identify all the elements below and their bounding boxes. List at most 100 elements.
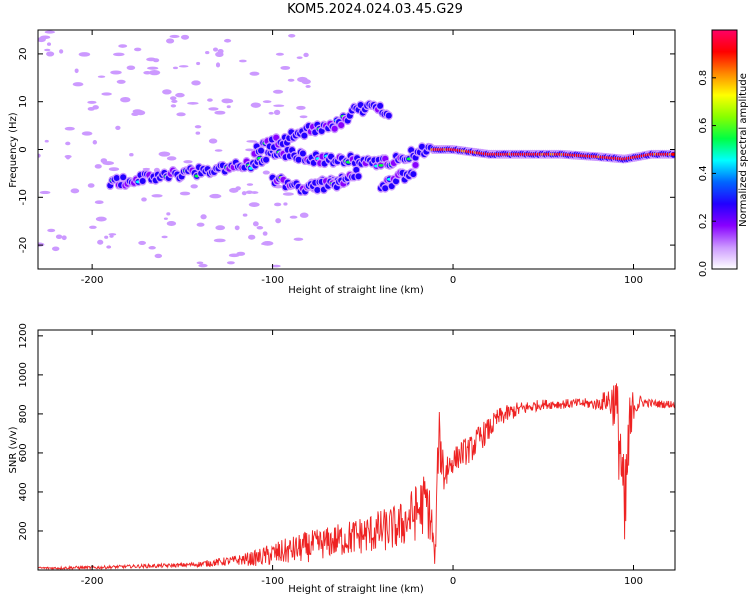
spectrogram-cell — [195, 131, 201, 135]
spectrogram-cell — [78, 52, 91, 57]
spectrogram-cell — [97, 75, 106, 78]
spectrogram-cell — [126, 65, 136, 71]
spectrogram-cell — [44, 48, 51, 52]
spectrogram-cell — [275, 52, 285, 56]
spectrogram-cell — [190, 184, 198, 189]
spectrogram-cell — [112, 52, 125, 57]
spectrogram-cell — [388, 183, 395, 190]
spectrogram-cell — [261, 241, 274, 246]
spectrogram-ytick-label: 0 — [18, 146, 29, 152]
colorbar-scale — [712, 30, 737, 269]
spectrogram-cell — [412, 161, 419, 168]
spectrogram-background — [38, 30, 675, 269]
spectrogram-cell — [385, 112, 392, 119]
spectrogram-cell — [39, 35, 51, 40]
spectrogram-cell — [262, 231, 268, 236]
spectrogram-cell — [215, 225, 226, 231]
spectrogram-cell — [46, 42, 52, 46]
spectrogram-cell — [129, 153, 134, 157]
spectrogram-xtick-label: -100 — [261, 275, 284, 286]
snr-xtick-label: 0 — [450, 576, 456, 587]
snr-series — [38, 383, 675, 570]
spectrogram-cell — [196, 61, 201, 66]
spectrogram-cell — [55, 234, 63, 240]
spectrogram-cell — [113, 175, 120, 182]
spectrogram-cell — [273, 109, 281, 116]
spectrogram-cell — [377, 102, 384, 109]
snr-ytick-label: 400 — [18, 482, 29, 501]
spectrogram-cell — [275, 218, 282, 224]
spectrogram-cell — [154, 253, 163, 259]
spectrogram-ytick-label: -10 — [18, 189, 29, 205]
snr-xtick-label: -200 — [81, 576, 104, 587]
spectrogram-cell — [293, 237, 304, 241]
spectrogram-cell — [301, 132, 308, 139]
snr-frame — [37, 329, 676, 571]
spectrogram-cell — [47, 228, 56, 233]
colorbar-tick-label: 0.8 — [698, 70, 709, 86]
spectrogram-cell — [300, 79, 308, 83]
spectrogram-cell — [180, 34, 190, 40]
spectrogram-cell — [282, 192, 294, 196]
spectrogram-cell — [87, 100, 97, 104]
spectrogram-ytick-label: 10 — [18, 95, 29, 108]
spectrogram-cell — [331, 125, 338, 132]
spectrogram-xlabel: Height of straight line (km) — [288, 285, 424, 296]
spectrogram-cell — [109, 235, 114, 238]
spectrogram-cell — [172, 66, 179, 70]
spectrogram-cell — [163, 217, 168, 220]
spectrogram-cell — [305, 85, 311, 88]
spectrogram-cell — [263, 156, 270, 163]
spectrogram-cell — [246, 183, 254, 186]
spectrogram-cell — [65, 155, 71, 160]
spectrogram-cell — [355, 173, 362, 180]
spectrogram-cell — [223, 38, 232, 43]
spectrogram-cell — [191, 80, 201, 86]
spectrogram-cell — [194, 125, 202, 129]
spectrogram-cell — [147, 66, 159, 70]
spectrogram-cell — [116, 79, 126, 84]
spectrogram-cell — [378, 163, 384, 167]
spectrogram-ytick-label: 20 — [18, 48, 29, 61]
spectrogram-cell — [205, 50, 210, 55]
spectrogram-cell — [187, 102, 199, 105]
spectrogram-cell — [148, 246, 156, 250]
spectrogram-cell — [288, 34, 296, 38]
spectrogram-cell — [141, 197, 147, 202]
spectrogram-cell — [44, 30, 56, 34]
spectrogram-cell — [120, 97, 131, 103]
spectrogram-cell — [208, 138, 218, 144]
spectrogram-cell — [245, 148, 254, 152]
spectrogram-cell — [268, 111, 274, 115]
spectrogram-cell — [226, 261, 235, 265]
spectrogram-cell — [97, 239, 104, 245]
spectrogram-ytick-label: -20 — [18, 237, 29, 253]
spectrogram-cell — [135, 110, 146, 116]
spectrogram-cell — [178, 65, 189, 68]
spectrogram-cell — [101, 92, 112, 96]
spectrogram-cell — [138, 240, 146, 245]
spectrogram-cell — [70, 188, 80, 194]
colorbar-tick-label: 0.0 — [698, 261, 709, 277]
spectrogram-cell — [271, 264, 281, 268]
spectrogram-cell — [209, 193, 222, 199]
spectrogram-cell — [198, 263, 208, 268]
spectrogram-xtick-label: 0 — [450, 275, 456, 286]
spectrogram-cell — [338, 122, 345, 129]
spectrogram-ylabel: Frequency (Hz) — [8, 112, 19, 188]
snr-xtick-label: -100 — [261, 576, 284, 587]
spectrogram-cell — [208, 107, 219, 111]
spectrogram-cell — [273, 134, 280, 141]
spectrogram-cell — [95, 216, 107, 222]
colorbar-frame — [711, 29, 738, 270]
spectrogram-cell — [59, 49, 64, 54]
spectrogram-cell — [215, 51, 224, 58]
colorbar-tick-label: 0.6 — [698, 118, 709, 134]
spectrogram-cell — [215, 62, 221, 68]
spectrogram-cell — [256, 225, 264, 230]
spectrogram-cell — [250, 102, 261, 108]
spectrogram-cell — [175, 92, 185, 98]
spectrogram-cell — [146, 57, 157, 62]
snr-ytick-label: 800 — [18, 404, 29, 423]
